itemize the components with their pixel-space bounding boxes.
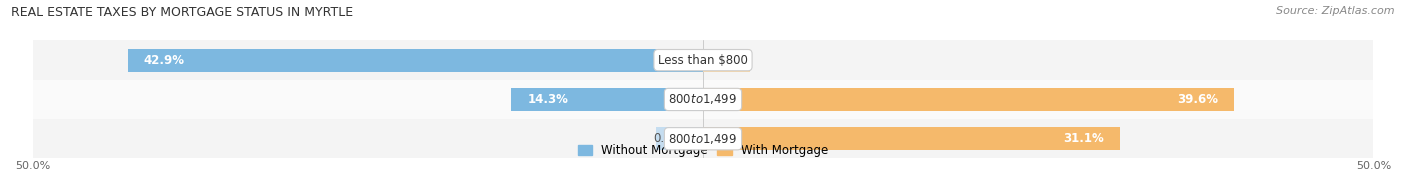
Text: 0.0%: 0.0% <box>654 132 683 145</box>
Text: 31.1%: 31.1% <box>1063 132 1104 145</box>
Bar <box>703 49 749 72</box>
Text: 39.6%: 39.6% <box>1177 93 1218 106</box>
Text: 42.9%: 42.9% <box>143 54 186 67</box>
Text: $800 to $1,499: $800 to $1,499 <box>668 132 738 146</box>
Bar <box>32 41 1374 80</box>
Bar <box>32 80 1374 119</box>
Text: $800 to $1,499: $800 to $1,499 <box>668 93 738 106</box>
Text: 0.0%: 0.0% <box>723 54 752 67</box>
Bar <box>703 88 1234 111</box>
Bar <box>657 127 703 150</box>
Bar <box>32 119 1374 158</box>
Text: 14.3%: 14.3% <box>527 93 568 106</box>
Text: REAL ESTATE TAXES BY MORTGAGE STATUS IN MYRTLE: REAL ESTATE TAXES BY MORTGAGE STATUS IN … <box>11 6 353 19</box>
Bar <box>512 88 703 111</box>
Bar <box>703 127 1121 150</box>
Legend: Without Mortgage, With Mortgage: Without Mortgage, With Mortgage <box>574 140 832 162</box>
Text: Less than $800: Less than $800 <box>658 54 748 67</box>
Bar <box>128 49 703 72</box>
Text: Source: ZipAtlas.com: Source: ZipAtlas.com <box>1277 6 1395 16</box>
